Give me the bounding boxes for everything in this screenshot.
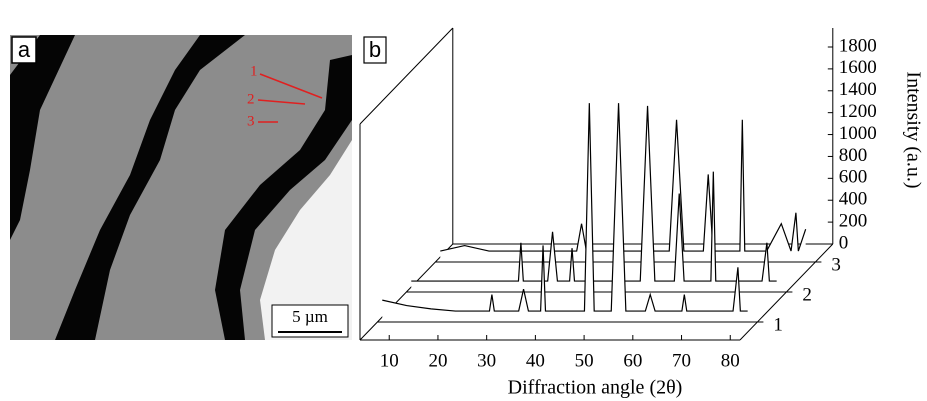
top-edge: [359, 27, 454, 125]
series-mask: [406, 105, 787, 292]
x-axis-label: Diffraction angle (2θ): [508, 377, 683, 399]
dark-region: [215, 55, 352, 340]
y-axis-label: Intensity (a.u.): [902, 71, 924, 188]
point-labels: 1 2 3: [247, 63, 258, 129]
series-mask: [435, 119, 816, 262]
y-tick-label: 600: [839, 167, 868, 188]
dark-region: [55, 35, 245, 340]
bright-region: [260, 140, 352, 340]
x-tick-label: 40: [526, 350, 545, 371]
y-tick-label: 400: [839, 189, 868, 210]
z-tick-label: 3: [831, 254, 841, 275]
point-label: 2: [247, 91, 255, 107]
point-label: 3: [247, 113, 255, 129]
x-tick-label: 80: [721, 350, 740, 371]
y-tick-label: 1800: [839, 35, 877, 56]
panel-label-box: [363, 36, 387, 64]
x-tick-label: 60: [623, 350, 642, 371]
x-tick-label: 70: [672, 350, 691, 371]
y-tick-label: 1000: [839, 123, 877, 144]
y-tick-label: 200: [839, 210, 868, 231]
y-tick-label: 1600: [839, 57, 877, 78]
y-tick-label: 1200: [839, 101, 877, 122]
scale-bar-label: 5 µm: [292, 307, 328, 326]
micrograph: a 1 2 3 5 µm: [10, 35, 352, 340]
x-tick-label: 30: [477, 350, 496, 371]
z-tick-label: 2: [802, 284, 812, 305]
point-label: 1: [250, 63, 258, 79]
panel-label: b: [369, 37, 381, 62]
z-tick-label: 1: [773, 314, 783, 335]
arrow: [257, 99, 306, 105]
x-tick-label: 20: [428, 350, 447, 371]
arrow: [259, 73, 323, 99]
x-tick-label: 10: [380, 350, 399, 371]
dark-region: [10, 35, 75, 240]
point-arrows: [257, 73, 323, 123]
panel-label-box: [11, 36, 37, 64]
y-tick-label: 1400: [839, 79, 877, 100]
xrd-line: [382, 103, 748, 312]
panel-label: a: [18, 37, 31, 62]
x-tick-label: 50: [575, 350, 594, 371]
y-tick-label: 0: [839, 232, 849, 253]
y-tick-label: 800: [839, 145, 868, 166]
